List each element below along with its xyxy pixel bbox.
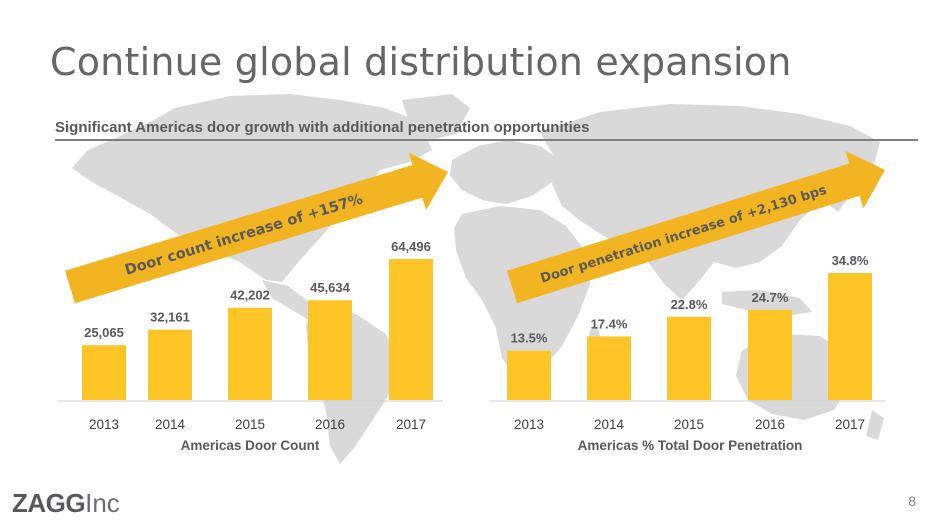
x-tick-label: 2013 <box>514 417 544 432</box>
x-axis-title: Americas Door Count <box>181 438 320 453</box>
bar-2016 <box>308 300 352 400</box>
data-label: 17.4% <box>591 317 628 332</box>
data-label: 34.8% <box>832 253 869 268</box>
bar-2014 <box>587 336 631 400</box>
bar-2015 <box>228 307 272 400</box>
bar-2014 <box>148 329 192 400</box>
bar-2016 <box>748 309 792 400</box>
bar-series: 25,065 2013 32,161 2014 42,202 2015 45,634 2016… <box>82 239 433 432</box>
page-title: Continue global distribution expansion <box>50 40 792 84</box>
data-label: 25,065 <box>84 325 124 340</box>
x-tick-label: 2017 <box>835 417 865 432</box>
x-tick-label: 2016 <box>315 417 345 432</box>
bar-2015 <box>667 316 711 400</box>
company-logo: ZAGGInc <box>12 488 120 519</box>
x-tick-label: 2017 <box>396 417 426 432</box>
bar-2017 <box>389 259 433 400</box>
arrow-annotation: Door penetration increase of +2,130 bps <box>539 183 829 287</box>
data-label: 22.8% <box>671 297 708 312</box>
x-axis-title: Americas % Total Door Penetration <box>578 438 803 453</box>
logo-wordmark-light: Inc <box>85 488 120 518</box>
bar-2017 <box>828 273 872 400</box>
data-label: 64,496 <box>391 239 431 254</box>
subtitle-divider <box>55 139 918 141</box>
x-tick-label: 2014 <box>155 417 186 432</box>
data-label: 42,202 <box>230 288 270 303</box>
x-tick-label: 2015 <box>235 417 265 432</box>
data-label: 24.7% <box>752 290 789 305</box>
page-number: 8 <box>908 493 916 509</box>
x-tick-label: 2015 <box>674 417 704 432</box>
data-label: 32,161 <box>150 310 190 325</box>
x-tick-label: 2013 <box>89 417 119 432</box>
bar-series: 13.5% 2013 17.4% 2014 22.8% 2015 24.7% 2016 34.8… <box>507 253 872 432</box>
bar-2013 <box>507 350 551 400</box>
data-label: 45,634 <box>310 280 351 295</box>
slide-subtitle: Significant Americas door growth with ad… <box>55 119 590 136</box>
x-tick-label: 2016 <box>755 417 785 432</box>
x-tick-label: 2014 <box>594 417 625 432</box>
bar-2013 <box>82 345 126 400</box>
data-label: 13.5% <box>511 331 548 346</box>
logo-wordmark-bold: ZAGG <box>12 488 86 518</box>
